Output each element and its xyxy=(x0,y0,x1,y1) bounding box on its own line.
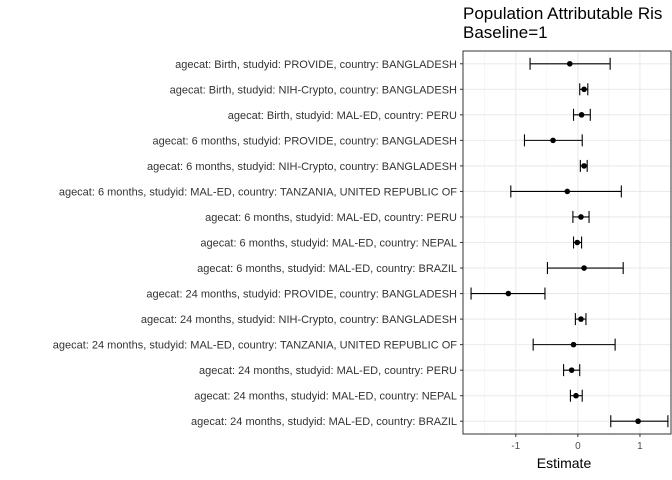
estimate-point xyxy=(578,112,585,118)
y-axis: agecat: Birth, studyid: PROVIDE, country… xyxy=(53,59,463,428)
y-tick-label: agecat: Birth, studyid: MAL-ED, country:… xyxy=(228,110,457,122)
estimate-point xyxy=(635,418,641,425)
estimate-point xyxy=(574,239,581,246)
data-marks xyxy=(470,57,669,428)
x-tick-label: 0 xyxy=(575,441,581,452)
chart-subtitle-text: Baseline=1 xyxy=(463,23,548,42)
estimate-point xyxy=(505,290,512,297)
estimate-point xyxy=(550,137,556,144)
estimate-point xyxy=(581,163,587,169)
x-tick-label: 1 xyxy=(637,441,643,452)
y-tick-label: agecat: 6 months, studyid: NIH-Crypto, c… xyxy=(147,161,457,173)
y-tick-label: agecat: 6 months, studyid: MAL-ED, count… xyxy=(200,238,457,250)
chart-title: Population Attributable Ris Baseline=1 xyxy=(463,4,672,42)
estimate-point xyxy=(581,86,587,93)
estimate-point xyxy=(581,265,587,271)
y-tick-label: agecat: 6 months, studyid: MAL-ED, count… xyxy=(59,186,457,198)
estimate-point xyxy=(570,341,577,348)
y-tick-label: agecat: 6 months, studyid: MAL-ED, count… xyxy=(205,212,457,224)
x-axis-label: Estimate xyxy=(537,455,592,471)
estimate-point xyxy=(573,392,579,399)
y-tick-label: agecat: 24 months, studyid: MAL-ED, coun… xyxy=(53,340,458,352)
y-tick-label: agecat: 24 months, studyid: MAL-ED, coun… xyxy=(194,391,457,403)
estimate-point xyxy=(578,316,584,322)
estimate-point xyxy=(578,214,584,220)
y-tick-label: agecat: 6 months, studyid: MAL-ED, count… xyxy=(197,263,457,275)
estimate-point xyxy=(564,188,571,195)
y-tick-label: agecat: 6 months, studyid: PROVIDE, coun… xyxy=(153,135,458,147)
y-tick-label: agecat: Birth, studyid: PROVIDE, country… xyxy=(175,59,457,71)
y-tick-label: agecat: 24 months, studyid: NIH-Crypto, … xyxy=(141,314,457,326)
y-tick-label: agecat: Birth, studyid: NIH-Crypto, coun… xyxy=(170,84,457,96)
y-tick-label: agecat: 24 months, studyid: PROVIDE, cou… xyxy=(146,289,457,301)
x-tick-label: -1 xyxy=(511,441,520,452)
estimate-point xyxy=(568,367,575,373)
x-axis: -1 0 1 xyxy=(511,434,643,452)
y-tick-label: agecat: 24 months, studyid: MAL-ED, coun… xyxy=(199,365,457,377)
estimate-point xyxy=(566,60,573,67)
chart-title-text: Population Attributable Ris xyxy=(463,4,663,23)
y-tick-label: agecat: 24 months, studyid: MAL-ED, coun… xyxy=(191,416,457,428)
